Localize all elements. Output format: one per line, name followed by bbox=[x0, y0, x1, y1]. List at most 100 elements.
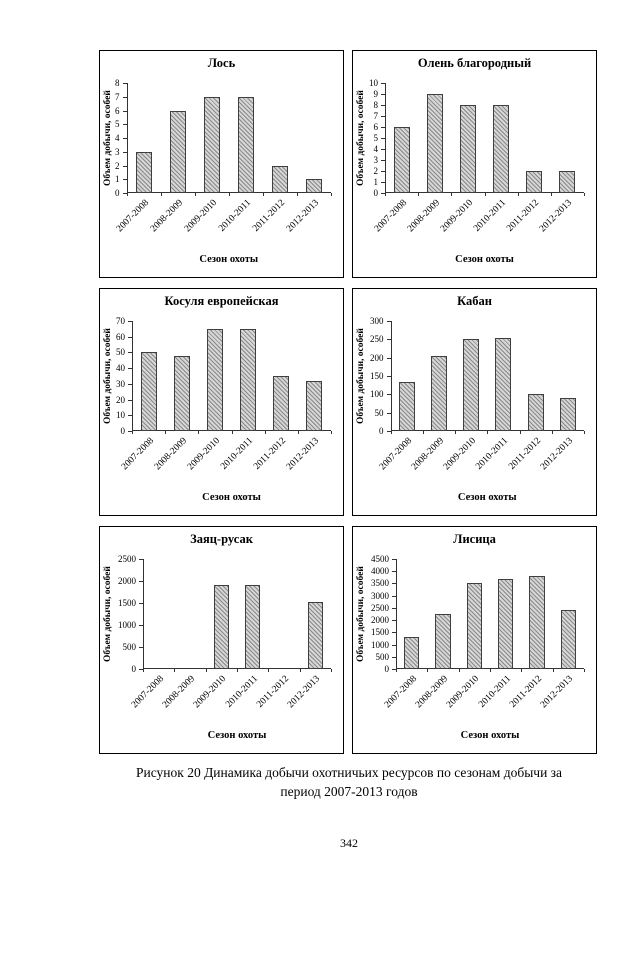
y-tick-label: 250 bbox=[370, 334, 384, 345]
bar bbox=[529, 576, 545, 669]
page-number: 342 bbox=[340, 835, 358, 850]
bar bbox=[497, 578, 514, 669]
bar bbox=[459, 105, 476, 193]
y-tick-mark bbox=[392, 583, 396, 585]
y-tick-label: 0 bbox=[120, 426, 126, 436]
charts-grid: Лось Объем добычи, особей 0 1 2 3 4 5 6 7 8 2007-20… bbox=[99, 50, 597, 754]
y-tick-label: 9 bbox=[373, 89, 379, 99]
y-tick-label: 6 bbox=[373, 122, 379, 132]
chart-panel-lisitsa: Лисица Объем добычи, особей 0 500 1000 1500 20… bbox=[352, 526, 597, 754]
x-tick-mark bbox=[490, 669, 491, 672]
x-axis-label: Сезон охоты bbox=[460, 730, 520, 741]
x-tick-mark bbox=[126, 193, 128, 196]
y-tick-mark bbox=[122, 179, 127, 181]
y-tick-label: 2 bbox=[373, 166, 379, 176]
bar bbox=[526, 171, 543, 193]
y-tick-mark bbox=[128, 368, 132, 370]
document-page: Лось Объем добычи, особей 0 1 2 3 4 5 6 7 8 2007-20… bbox=[0, 50, 640, 851]
y-tick-mark bbox=[381, 127, 385, 128]
y-tick-mark bbox=[122, 138, 127, 139]
y-tick-label: 2000 bbox=[118, 576, 136, 586]
y-tick-mark bbox=[381, 149, 385, 150]
y-tick-mark bbox=[392, 669, 396, 670]
bar bbox=[173, 355, 190, 431]
x-tick-mark bbox=[519, 431, 521, 434]
y-tick-label: 7 bbox=[115, 91, 120, 102]
y-tick-label: 10 bbox=[116, 410, 125, 421]
y-tick-mark bbox=[381, 160, 385, 161]
y-tick-mark bbox=[128, 336, 132, 338]
x-tick-mark bbox=[487, 431, 489, 434]
y-tick-mark bbox=[139, 669, 143, 670]
y-tick-mark bbox=[381, 83, 385, 84]
bar bbox=[237, 96, 254, 193]
x-category-label: 2007-2008 bbox=[382, 674, 419, 711]
x-tick-mark bbox=[422, 431, 424, 434]
y-tick-label: 7 bbox=[373, 111, 379, 121]
x-axis-label: Сезон охоты bbox=[455, 254, 514, 265]
x-category-label: 2007-2008 bbox=[377, 436, 414, 473]
y-tick-mark bbox=[381, 94, 385, 95]
x-tick-mark bbox=[551, 431, 553, 434]
y-tick-label: 5 bbox=[373, 133, 379, 143]
y-tick-label: 3500 bbox=[371, 578, 389, 589]
y-tick-label: 8 bbox=[115, 78, 120, 88]
x-tick-mark bbox=[455, 431, 456, 434]
x-tick-mark bbox=[174, 669, 176, 672]
x-tick-mark bbox=[390, 431, 392, 434]
chart-title: Лисица bbox=[453, 532, 496, 546]
y-tick-label: 40 bbox=[116, 363, 125, 374]
y-tick-mark bbox=[128, 352, 132, 354]
y-tick-label: 70 bbox=[116, 316, 125, 326]
x-category-label: 2007-2008 bbox=[129, 674, 166, 711]
y-tick-mark bbox=[122, 83, 127, 84]
x-tick-mark bbox=[268, 669, 270, 672]
y-tick-mark bbox=[122, 151, 127, 153]
x-tick-mark bbox=[262, 193, 264, 196]
x-tick-mark bbox=[484, 193, 486, 196]
chart-title: Лось bbox=[207, 56, 236, 70]
plot-area bbox=[126, 83, 331, 193]
y-tick-label: 8 bbox=[373, 100, 379, 110]
y-tick-label: 3 bbox=[373, 155, 379, 165]
bar bbox=[273, 376, 290, 431]
y-tick-label: 300 bbox=[370, 316, 384, 326]
y-tick-mark bbox=[381, 138, 385, 139]
y-tick-label: 1 bbox=[373, 177, 379, 187]
y-tick-label: 100 bbox=[370, 389, 384, 400]
bar bbox=[244, 585, 261, 669]
x-tick-mark bbox=[458, 669, 460, 672]
x-tick-mark bbox=[451, 193, 453, 196]
y-tick-mark bbox=[386, 321, 391, 322]
x-axis-label: Сезон охоты bbox=[202, 492, 261, 503]
bar bbox=[527, 394, 544, 431]
x-tick-mark bbox=[584, 669, 585, 672]
plot-area bbox=[143, 559, 331, 669]
y-tick-mark bbox=[392, 571, 396, 573]
y-tick-mark bbox=[392, 656, 396, 658]
bar bbox=[430, 355, 447, 431]
y-tick-mark bbox=[392, 632, 396, 634]
y-tick-mark bbox=[392, 620, 396, 622]
plot-area bbox=[390, 321, 584, 431]
y-tick-mark bbox=[386, 376, 391, 377]
x-tick-mark bbox=[552, 669, 554, 672]
bar bbox=[493, 105, 510, 193]
x-tick-mark bbox=[418, 193, 420, 196]
y-tick-mark bbox=[381, 182, 385, 183]
bar bbox=[463, 339, 480, 431]
x-tick-mark bbox=[228, 193, 230, 196]
y-tick-label: 3 bbox=[115, 146, 120, 157]
y-tick-label: 1000 bbox=[371, 639, 389, 650]
bar bbox=[559, 171, 576, 193]
y-tick-label: 4 bbox=[115, 133, 120, 143]
figure-caption-line-1: Рисунок 20 Динамика добычи охотничьих ре… bbox=[136, 765, 562, 780]
y-tick-label: 2500 bbox=[118, 554, 136, 564]
x-tick-mark bbox=[517, 193, 519, 196]
y-tick-label: 5 bbox=[115, 119, 120, 130]
chart-panel-olen: Олень благородный Объем добычи, особей 0 1 2… bbox=[352, 50, 597, 278]
x-axis-label: Сезон охоты bbox=[207, 730, 267, 741]
bar bbox=[307, 602, 324, 669]
y-tick-mark bbox=[128, 321, 132, 322]
plot-area bbox=[396, 559, 584, 669]
